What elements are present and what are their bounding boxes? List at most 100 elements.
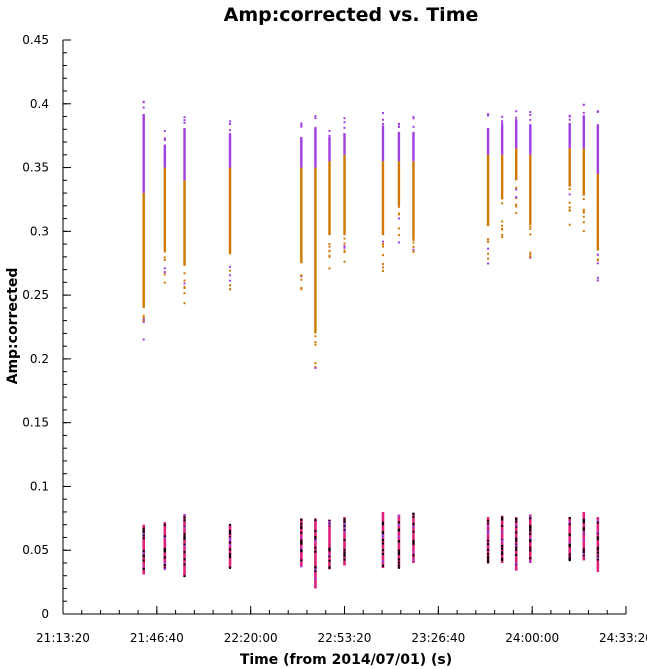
black-point	[343, 520, 346, 523]
black-point	[183, 551, 186, 554]
orange-points	[343, 154, 346, 236]
black-point	[183, 543, 186, 546]
outlier-point	[501, 122, 504, 125]
outlier-point	[397, 217, 400, 220]
y-tick-label: 0.1	[30, 479, 49, 493]
black-point	[515, 520, 518, 523]
outlier-point	[501, 202, 504, 205]
outlier-point	[397, 123, 400, 126]
outlier-point	[412, 250, 415, 253]
outlier-point	[487, 114, 490, 117]
purple-low-point	[568, 521, 571, 524]
purple-low-point	[397, 524, 400, 527]
outlier-point	[529, 251, 532, 254]
black-point	[501, 516, 504, 519]
black-point	[412, 541, 415, 544]
outlier-point	[343, 249, 346, 252]
black-point	[343, 554, 346, 557]
outlier-point	[529, 253, 532, 256]
black-point	[596, 536, 599, 539]
outlier-point	[501, 120, 504, 123]
black-point	[300, 559, 303, 562]
purple-low-point	[397, 535, 400, 538]
orange-points	[529, 154, 532, 225]
black-point	[397, 553, 400, 556]
black-point	[412, 523, 415, 526]
outlier-point	[529, 225, 532, 228]
scan-5	[300, 122, 303, 568]
black-point	[596, 546, 599, 549]
black-point	[300, 518, 303, 521]
purple-low-point	[142, 564, 145, 567]
outlier-point	[582, 209, 585, 212]
outlier-point	[381, 266, 384, 269]
black-point	[596, 551, 599, 554]
black-point	[163, 564, 166, 567]
scan-11	[412, 116, 415, 563]
black-point	[183, 537, 186, 540]
outlier-point	[229, 123, 232, 126]
black-point	[501, 525, 504, 528]
black-point	[515, 548, 518, 551]
outlier-point	[142, 319, 145, 322]
black-point	[412, 554, 415, 557]
purple-low-point	[582, 552, 585, 555]
y-tick-label: 0.2	[30, 352, 49, 366]
black-point	[300, 539, 303, 542]
scan-6	[314, 115, 317, 589]
black-point	[397, 564, 400, 567]
black-point	[163, 535, 166, 538]
outlier-point	[568, 209, 571, 212]
purple-low-point	[501, 540, 504, 543]
black-point	[381, 564, 384, 567]
outlier-point	[163, 129, 166, 132]
outlier-point	[397, 212, 400, 215]
outlier-point	[381, 263, 384, 266]
outlier-point	[229, 265, 232, 268]
outlier-point	[163, 137, 166, 140]
black-point	[343, 524, 346, 527]
outlier-point	[328, 249, 331, 252]
purple-low-point	[142, 532, 145, 535]
orange-points	[228, 167, 232, 255]
black-point	[596, 558, 599, 561]
scan-13	[500, 115, 504, 563]
black-point	[487, 555, 490, 558]
orange-points	[412, 161, 415, 239]
outlier-point	[381, 270, 384, 273]
black-point	[397, 566, 400, 569]
black-point	[501, 557, 504, 560]
black-point	[529, 528, 532, 531]
orange-points	[163, 167, 167, 251]
purple-low-point	[487, 529, 490, 532]
black-point	[142, 559, 145, 562]
black-point	[582, 548, 585, 551]
purple-points	[163, 144, 167, 168]
black-point	[142, 531, 145, 534]
outlier-point	[229, 284, 232, 287]
black-point	[314, 536, 317, 539]
outlier-point	[163, 267, 166, 270]
black-point	[343, 521, 346, 524]
purple-low-point	[328, 520, 331, 523]
outlier-point	[328, 242, 331, 245]
outlier-point	[501, 115, 504, 118]
outlier-point	[487, 113, 490, 116]
outlier-point	[229, 279, 232, 282]
black-point	[582, 528, 585, 531]
outlier-point	[343, 246, 346, 249]
purple-points	[228, 133, 232, 168]
outlier-point	[515, 196, 518, 199]
outlier-point	[515, 116, 518, 119]
purple-low-point	[582, 531, 585, 534]
outlier-point	[163, 271, 166, 274]
outlier-point	[183, 279, 186, 282]
black-point	[343, 553, 346, 556]
black-point	[328, 554, 331, 557]
scan-4	[228, 120, 232, 569]
outlier-point	[343, 260, 346, 263]
black-point	[300, 549, 303, 552]
black-point	[487, 523, 490, 526]
outlier-point	[142, 338, 145, 341]
outlier-point	[515, 118, 518, 121]
